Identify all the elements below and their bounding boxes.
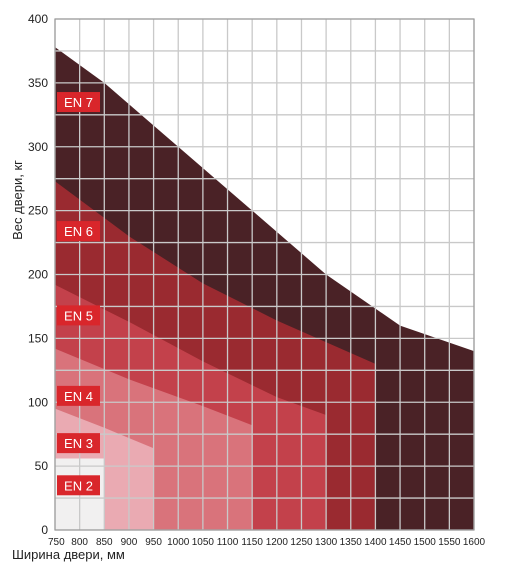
y-tick-350: 350 (28, 76, 48, 90)
legend-label: EN 7 (64, 95, 93, 110)
x-tick-800: 800 (71, 537, 88, 548)
class-labels: EN 7 EN 6 EN 5 EN 4 EN 3 EN 2 (57, 92, 100, 496)
legend-en-2: EN 2 (57, 475, 100, 496)
x-tick-950: 950 (145, 537, 162, 548)
y-tick-50: 50 (35, 459, 49, 473)
x-tick-1000: 1000 (167, 537, 190, 548)
y-tick-100: 100 (28, 395, 48, 409)
legend-en-3: EN 3 (57, 433, 100, 454)
plot-frame (54, 18, 475, 531)
legend-badge (57, 305, 100, 326)
class-areas (55, 19, 474, 530)
y-tick-400: 400 (28, 12, 48, 26)
y-axis-label: Вес двери, кг (10, 160, 25, 240)
x-tick-1400: 1400 (364, 537, 387, 548)
x-tick-1100: 1100 (217, 537, 239, 548)
legend-en-4: EN 4 (57, 385, 100, 406)
x-tick-1600: 1600 (463, 537, 486, 548)
legend-badge (57, 433, 100, 454)
legend-badge (57, 221, 100, 242)
legend-label: EN 2 (64, 478, 93, 493)
x-tick-1300: 1300 (315, 537, 338, 548)
x-tick-labels: 750 800 850 900 950 1000 1050 1100 1150 1200 1250 1… (48, 537, 486, 548)
legend-label: EN 4 (64, 389, 93, 404)
legend-label: EN 5 (64, 308, 93, 323)
x-tick-1200: 1200 (266, 537, 289, 548)
y-tick-200: 200 (28, 268, 48, 282)
legend-en-5: EN 5 (57, 305, 100, 326)
x-tick-1250: 1250 (290, 537, 313, 548)
y-tick-300: 300 (28, 140, 48, 154)
x-tick-1350: 1350 (340, 537, 363, 548)
x-tick-1500: 1500 (414, 537, 437, 548)
x-tick-1050: 1050 (192, 537, 215, 548)
legend-en-7: EN 7 (57, 92, 100, 113)
legend-en-6: EN 6 (57, 221, 100, 242)
x-tick-1550: 1550 (438, 537, 461, 548)
y-tick-250: 250 (28, 204, 48, 218)
x-tick-1150: 1150 (241, 537, 263, 548)
y-tick-0: 0 (41, 523, 48, 537)
legend-badge (57, 92, 100, 113)
x-tick-750: 750 (48, 537, 65, 548)
x-tick-850: 850 (96, 537, 113, 548)
x-axis-label: Ширина двери, мм (12, 547, 125, 562)
legend-badge (57, 475, 100, 496)
legend-badge (57, 385, 100, 406)
x-tick-1450: 1450 (389, 537, 412, 548)
legend-label: EN 3 (64, 436, 93, 451)
legend-label: EN 6 (64, 224, 93, 239)
y-tick-labels: 0 50 100 150 200 250 300 350 400 (28, 12, 48, 537)
x-tick-900: 900 (121, 537, 138, 548)
y-tick-150: 150 (28, 331, 48, 345)
